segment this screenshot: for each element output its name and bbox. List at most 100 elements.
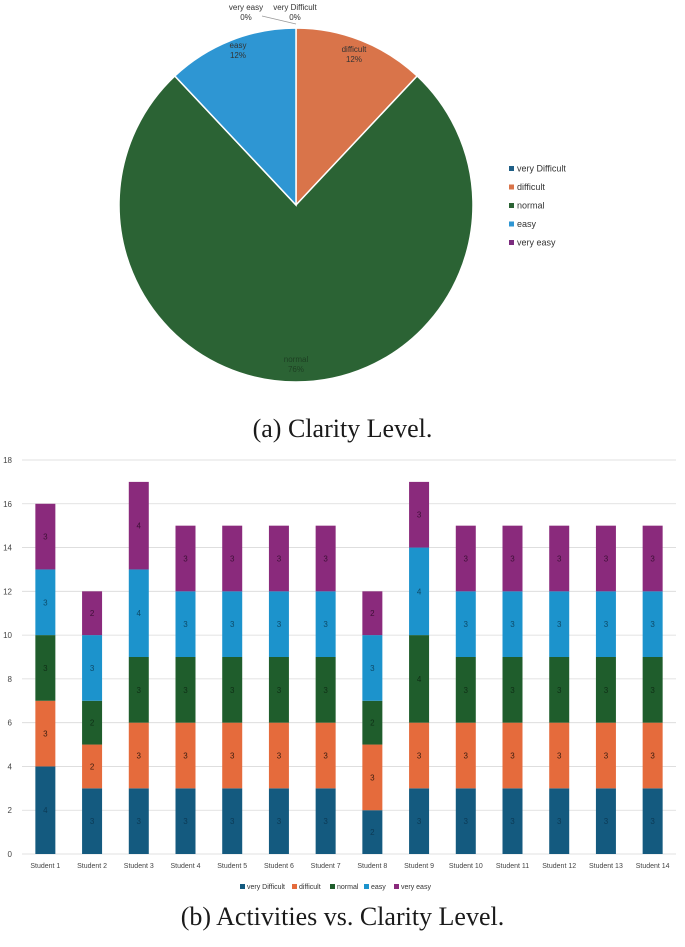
legend-label-very-easy: very easy (517, 238, 556, 248)
legend-swatch-difficult (292, 884, 297, 889)
bar-segment-very-easy (315, 525, 336, 592)
bar-value-label: 3 (90, 664, 95, 673)
pie-chart: very Difficult0%difficult12%normal76%eas… (118, 3, 566, 383)
bar-value-label: 3 (230, 817, 235, 826)
bar-value-label: 3 (277, 752, 282, 761)
bar-segment-normal (595, 657, 616, 723)
bar-value-label: 4 (417, 587, 422, 596)
bar-segment-very-easy (35, 503, 56, 570)
bar-value-label: 3 (323, 686, 328, 695)
bar-segment-very-easy (642, 525, 663, 592)
y-tick-label: 12 (3, 587, 12, 596)
bar-value-label: 3 (417, 752, 422, 761)
bar-value-label: 3 (604, 555, 609, 564)
y-tick-label: 0 (8, 850, 13, 859)
y-tick-label: 18 (3, 456, 12, 465)
bar-segment-very-difficult (82, 788, 103, 854)
pie-label-difficult: difficult (342, 45, 368, 54)
x-tick-label: Student 5 (217, 863, 247, 870)
bar-segment-difficult (35, 700, 56, 767)
pie-label-very-difficult: very Difficult (273, 3, 317, 12)
legend-swatch-easy (509, 221, 514, 227)
bar-segment-very-difficult (455, 788, 476, 854)
pie-value-very-easy: 0% (240, 13, 252, 22)
bar-segment-normal (642, 657, 663, 723)
pie-slice-difficult (295, 27, 419, 207)
bar-value-label: 2 (370, 609, 375, 618)
x-tick-label: Student 3 (124, 863, 154, 870)
y-tick-label: 2 (8, 806, 13, 815)
bar-segment-very-difficult (642, 788, 663, 854)
caption-b: (b) Activities vs. Clarity Level. (180, 902, 505, 931)
bar-value-label: 3 (557, 555, 562, 564)
legend-label-very-easy: very easy (401, 884, 431, 891)
legend-label-normal: normal (517, 201, 545, 211)
legend-label-difficult: difficult (299, 884, 321, 891)
bar-value-label: 3 (90, 817, 95, 826)
bar-segment-very-difficult (409, 788, 430, 854)
legend-label-very-difficult: very Difficult (247, 884, 285, 891)
bar-segment-very-easy (362, 591, 383, 636)
x-tick-label: Student 9 (404, 863, 434, 870)
bar-segment-very-easy (222, 525, 243, 592)
bar-value-label: 2 (370, 828, 375, 837)
bar-value-label: 3 (650, 686, 655, 695)
bar-segment-very-difficult (502, 788, 523, 854)
bar-segment-easy (128, 569, 149, 657)
bar-value-label: 3 (43, 730, 48, 739)
bar-segment-normal (549, 657, 570, 723)
y-tick-label: 6 (8, 719, 13, 728)
legend-label-easy: easy (517, 219, 537, 229)
bar-segment-difficult (502, 722, 523, 789)
bar-value-label: 3 (323, 752, 328, 761)
x-tick-label: Student 14 (636, 863, 670, 870)
bar-value-label: 3 (43, 664, 48, 673)
bar-value-label: 3 (183, 686, 188, 695)
y-tick-label: 4 (8, 762, 13, 771)
legend-label-very-difficult: very Difficult (517, 164, 566, 174)
bar-value-label: 3 (137, 817, 142, 826)
bar-segment-easy (595, 591, 616, 657)
bar-value-label: 2 (90, 762, 95, 771)
x-tick-label: Student 6 (264, 863, 294, 870)
legend-swatch-difficult (509, 184, 514, 190)
pie-value-difficult: 12% (346, 55, 362, 64)
x-tick-label: Student 10 (449, 863, 483, 870)
bar-value-label: 3 (417, 511, 422, 520)
bar-segment-very-easy (128, 481, 149, 570)
bar-legend: very Difficult difficult normal easy very ea… (240, 884, 431, 891)
bar-value-label: 3 (323, 817, 328, 826)
y-tick-label: 14 (3, 544, 12, 553)
bar-segment-very-easy (268, 525, 289, 592)
bar-segment-very-easy (549, 525, 570, 592)
legend-swatch-very-difficult (509, 166, 514, 171)
bar-value-label: 4 (43, 806, 48, 815)
bar-segment-difficult (268, 722, 289, 789)
bar-segment-very-difficult (175, 788, 196, 854)
bar-segment-very-easy (175, 525, 196, 592)
bar-value-label: 3 (464, 752, 469, 761)
bar-value-label: 3 (183, 817, 188, 826)
pie-label-easy: easy (230, 41, 247, 50)
bar-value-label: 3 (510, 817, 515, 826)
bar-value-label: 3 (137, 686, 142, 695)
bar-value-label: 3 (464, 817, 469, 826)
pie-slice-easy (173, 27, 297, 207)
bar-segment-easy (268, 591, 289, 657)
x-tick-label: Student 1 (30, 863, 60, 870)
bar-segment-normal (502, 657, 523, 723)
pie-label-normal: normal (284, 355, 309, 364)
bar-segment-normal (222, 657, 243, 723)
bar-value-label: 4 (137, 609, 142, 618)
bar-value-label: 3 (604, 752, 609, 761)
bar-segment-easy (455, 591, 476, 657)
bar-value-label: 3 (557, 752, 562, 761)
bar-value-label: 3 (230, 686, 235, 695)
bar-value-label: 3 (417, 817, 422, 826)
caption-a: (a) Clarity Level. (252, 414, 433, 443)
bar-value-label: 3 (650, 620, 655, 629)
bar-segment-very-difficult (549, 788, 570, 854)
legend-swatch-very-easy (509, 240, 514, 245)
bar-value-label: 3 (183, 555, 188, 564)
x-tick-label: Student 4 (171, 863, 201, 870)
